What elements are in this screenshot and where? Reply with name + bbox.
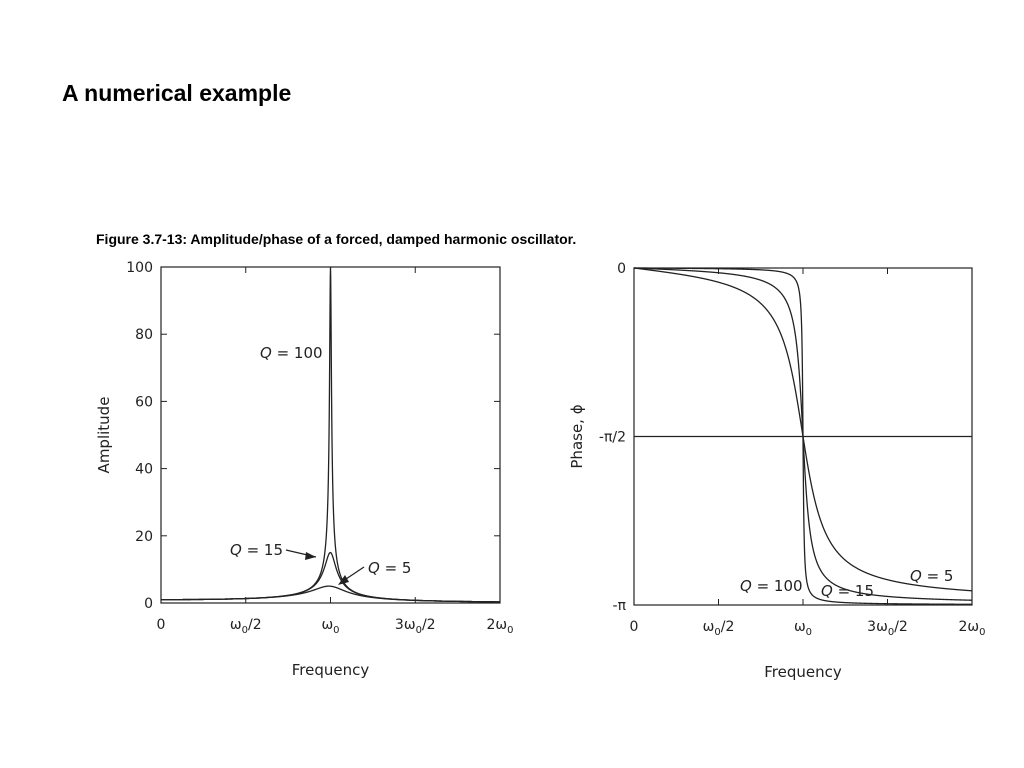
x-tick-label: ω0/2	[230, 617, 262, 636]
y-tick-label: 0	[617, 261, 626, 277]
slide-title: A numerical example	[62, 80, 292, 106]
annotation-q15: Q = 15	[230, 541, 283, 559]
y-axis-label: Amplitude	[95, 397, 113, 474]
phase-plot: 0 -π/2 -π Frequency Phase, ϕ	[568, 261, 973, 681]
series-line-q5	[633, 267, 973, 592]
arrowhead	[338, 575, 349, 585]
series-line-q100	[161, 266, 500, 603]
series-line-q5	[161, 585, 500, 603]
x-axis-label: Frequency	[764, 663, 842, 681]
amplitude-plot: 0 20 40 60 80 100 Frequency Amplitude	[95, 260, 501, 679]
y-tick-label: 40	[135, 462, 153, 478]
x-tick-label: ω0/2	[703, 619, 735, 638]
y-tick-label: 60	[135, 394, 153, 410]
annotation-phase-q5: Q = 5	[910, 567, 953, 585]
x-tick-label: 0	[157, 617, 166, 633]
x-tick-label: 2ω0	[486, 617, 513, 636]
arrowhead	[305, 552, 316, 560]
y-axis-label: Phase, ϕ	[568, 404, 586, 468]
x-axis-label: Frequency	[292, 661, 370, 679]
x-tick-label: 3ω0/2	[867, 619, 908, 638]
annotation-phase-q100: Q = 100	[740, 577, 803, 595]
annotation-phase-q15: Q = 15	[821, 582, 874, 600]
x-tick-label: 0	[630, 619, 639, 635]
x-tick-label: 3ω0/2	[395, 617, 436, 636]
x-tick-label: ω0	[321, 617, 339, 636]
x-tick-label: 2ω0	[958, 619, 985, 638]
series-line-q15	[161, 551, 500, 603]
x-tick-label: ω0	[794, 619, 812, 638]
annotation-q5: Q = 5	[368, 559, 411, 577]
y-tick-label: 0	[144, 596, 153, 612]
annotation-q100: Q = 100	[260, 344, 323, 362]
y-tick-label: 20	[135, 529, 153, 545]
y-tick-label: -π/2	[599, 430, 626, 446]
y-tick-label: -π	[613, 598, 627, 614]
figure-caption: Figure 3.7-13: Amplitude/phase of a forc…	[96, 231, 577, 247]
y-tick-label: 80	[135, 327, 153, 343]
y-tick-label: 100	[126, 260, 153, 276]
